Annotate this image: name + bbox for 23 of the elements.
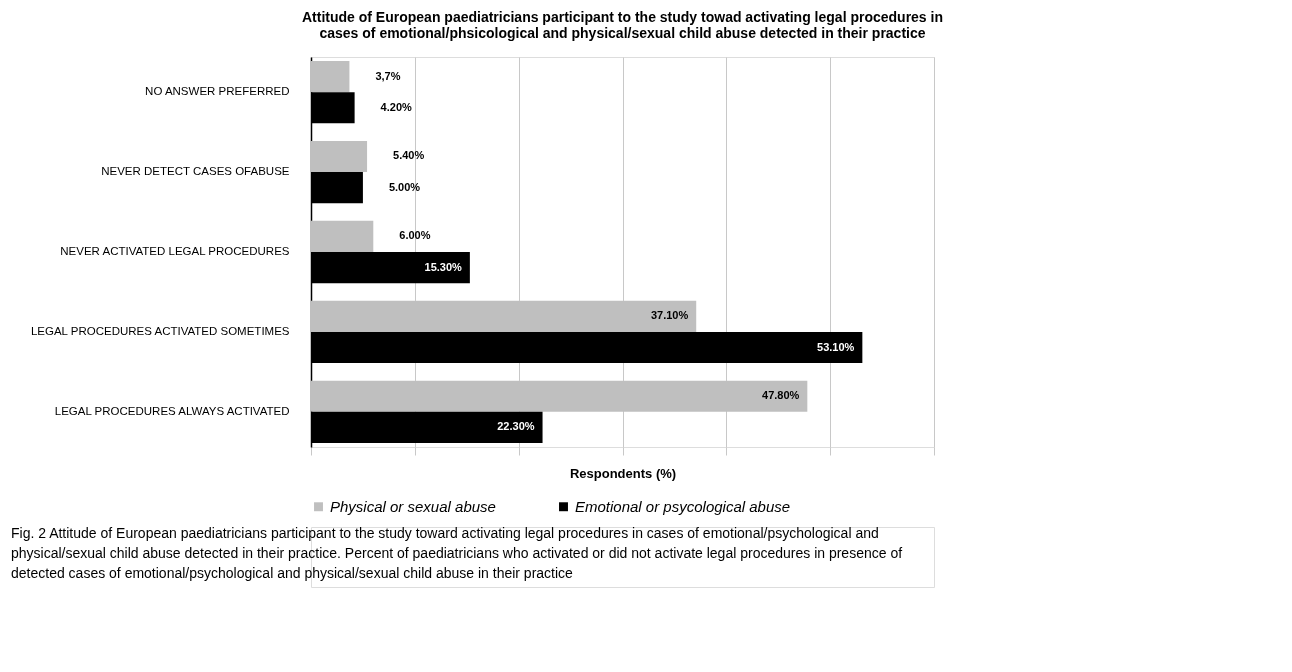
bar <box>311 220 374 252</box>
bar <box>311 61 350 93</box>
legend-label: Physical or sexual abuse <box>330 497 496 515</box>
data-label: 37.10% <box>650 309 689 322</box>
y-tick-label: NEVER DETECT CASES OFABUSE <box>101 165 290 178</box>
data-label: 22.30% <box>497 420 535 433</box>
y-tick-label: LEGAL PROCEDURES ALWAYS ACTIVATED <box>54 404 290 417</box>
data-label: 5.00% <box>388 180 421 193</box>
data-label: 3,7% <box>375 69 401 82</box>
data-label: 4.20% <box>380 100 413 113</box>
data-label: 5.40% <box>393 149 425 162</box>
y-tick-label: NO ANSWER PREFERRED <box>145 85 290 98</box>
data-label: 6.00% <box>399 229 431 242</box>
caption: Fig. 2 Attitude of European paediatricians participant to the study toward activating legal procedures in cases of emotional/psychological and physical/sexual child abuse detected in their practice. Percent of paediatricians who activated or did not activate legal procedures in presence of detected cases of emotional/psychological and physical/sexual child abuse in their practice <box>11 525 903 581</box>
data-label: 15.30% <box>424 260 463 273</box>
bar <box>311 140 368 173</box>
data-label: 53.10% <box>817 340 855 353</box>
data-label: 47.80% <box>762 389 800 402</box>
chart-title: Attitude of European paediatricians participant to the study towad activating legal procedures in cases of emotional/phsicological and physical/sexual child abuse detected in their practice <box>302 9 943 41</box>
y-tick-label: NEVER ACTIVATED LEGAL PROCEDURES <box>60 245 290 257</box>
x-axis-title: Respondents (%) <box>569 466 677 481</box>
legend-label: Emotional or psycological abuse <box>575 497 791 515</box>
y-tick-label: LEGAL PROCEDURES ACTIVATED SOMETIMES <box>30 324 290 337</box>
